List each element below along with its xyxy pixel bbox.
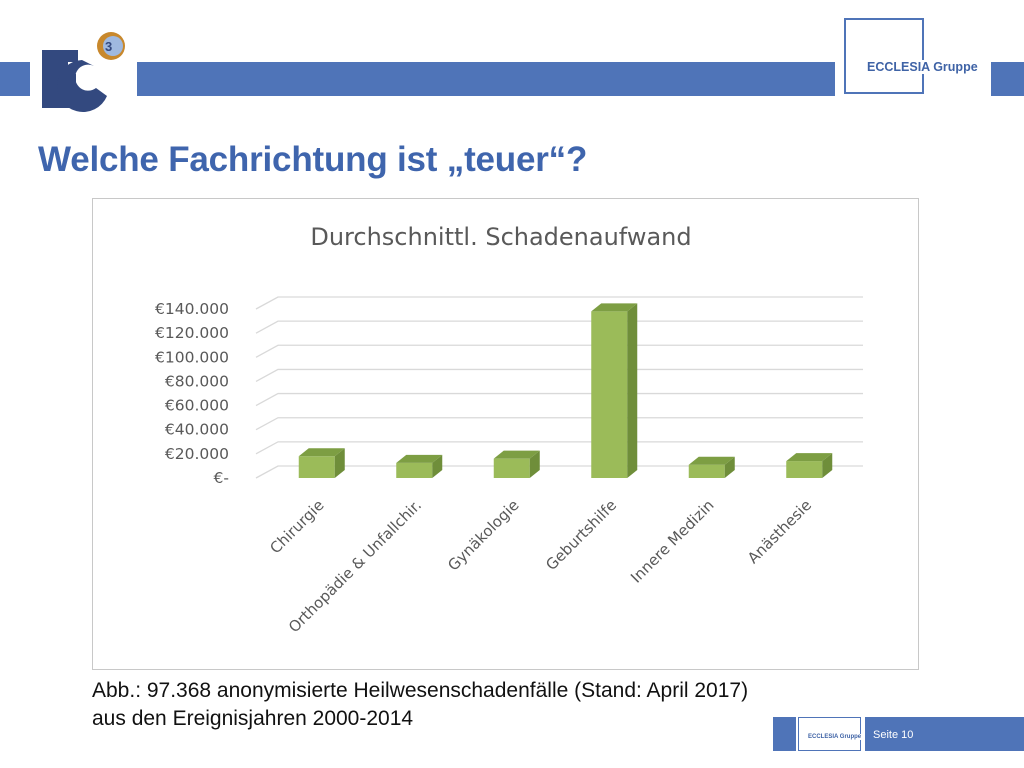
y-tick-label: €- bbox=[214, 469, 229, 487]
x-tick-label: Chirurgie bbox=[266, 496, 327, 557]
bar-side bbox=[724, 456, 735, 478]
bar-front bbox=[786, 461, 823, 478]
y-axis-tick-labels: €- €20.000 €40.000 €60.000 €80.000 €100.000 €1… bbox=[155, 300, 229, 487]
x-tick-label: Gynäkologie bbox=[444, 496, 522, 574]
bar bbox=[688, 456, 735, 478]
brand-logo-box bbox=[844, 18, 924, 94]
footer-accent-bar bbox=[865, 717, 1024, 751]
footer-accent-bar-left bbox=[773, 717, 796, 751]
bar bbox=[396, 454, 443, 478]
caption-line-2: aus den Ereignisjahren 2000-2014 bbox=[92, 707, 414, 730]
ec-logo: 3 bbox=[42, 32, 125, 112]
bar-front bbox=[298, 456, 335, 478]
caption-line-1: Abb.: 97.368 anonymisierte Heilwesenscha… bbox=[92, 679, 749, 702]
gridline bbox=[255, 392, 863, 407]
bar-top bbox=[688, 456, 735, 465]
x-tick-label: Geburtshilfe bbox=[542, 496, 620, 574]
y-tick-label: €100.000 bbox=[155, 348, 229, 366]
bar-top bbox=[493, 450, 540, 459]
chart-gridlines bbox=[255, 296, 863, 479]
bar-side bbox=[334, 448, 345, 478]
bar-top bbox=[591, 303, 638, 312]
header-accent-bar bbox=[137, 62, 835, 96]
gridline bbox=[255, 344, 863, 358]
bar-side bbox=[822, 453, 833, 478]
bar-side bbox=[529, 450, 540, 478]
gridline bbox=[255, 441, 863, 455]
slide-title: Welche Fachrichtung ist „teuer“? bbox=[38, 140, 588, 179]
y-tick-label: €60.000 bbox=[165, 397, 229, 415]
chart-frame: Durchschnittl. Schadenaufwand €- €20.000 €… bbox=[92, 198, 919, 670]
bar-front bbox=[591, 311, 628, 478]
bar-chart: Durchschnittl. Schadenaufwand €-€20.000€… bbox=[155, 223, 863, 636]
chart-title: Durchschnittl. Schadenaufwand bbox=[310, 223, 691, 251]
chart-bars bbox=[298, 303, 833, 478]
header-accent-bar-left bbox=[0, 62, 30, 96]
gridline bbox=[255, 368, 863, 382]
gridline bbox=[255, 417, 863, 431]
gridline bbox=[255, 320, 863, 334]
y-tick-label: €20.000 bbox=[165, 445, 229, 463]
x-tick-label: Anästhesie bbox=[744, 496, 815, 567]
bar bbox=[493, 450, 540, 478]
bar-front bbox=[688, 464, 725, 478]
bar-top bbox=[298, 448, 345, 457]
figure-caption: Abb.: 97.368 anonymisierte Heilwesenscha… bbox=[92, 677, 748, 733]
brand-logo-text: ECCLESIA Gruppe bbox=[866, 60, 979, 74]
bar-side bbox=[627, 303, 638, 478]
page-number: Seite 10 bbox=[873, 729, 914, 741]
bar bbox=[591, 303, 638, 478]
y-tick-label: €120.000 bbox=[155, 324, 229, 342]
bar-front bbox=[396, 462, 433, 478]
bar bbox=[786, 453, 833, 478]
bar-front bbox=[493, 458, 530, 478]
y-tick-label: €80.000 bbox=[165, 372, 229, 390]
y-tick-label: €140.000 bbox=[155, 300, 229, 318]
footer-logo-text: ECCLESIA Gruppe bbox=[808, 734, 862, 740]
gridline bbox=[255, 465, 863, 479]
logo-badge-number: 3 bbox=[105, 39, 112, 54]
bar-top bbox=[786, 453, 833, 462]
bar-side bbox=[432, 454, 443, 478]
x-tick-label: Innere Medizin bbox=[627, 496, 717, 586]
y-tick-label: €40.000 bbox=[165, 421, 229, 439]
header-accent-bar-right bbox=[991, 62, 1024, 96]
bar-top bbox=[396, 454, 443, 463]
gridline bbox=[255, 296, 863, 310]
bar bbox=[298, 448, 345, 478]
